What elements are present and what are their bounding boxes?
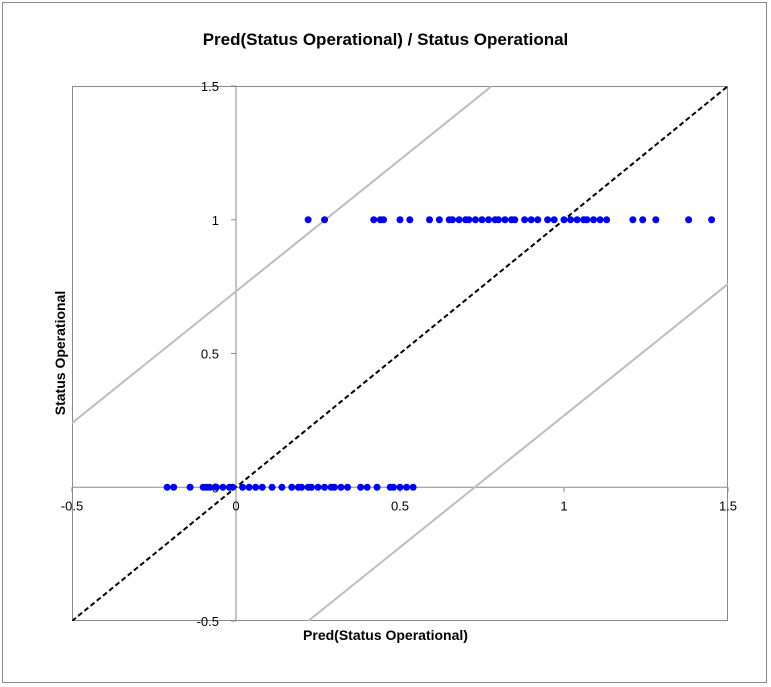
data-point [344, 483, 352, 491]
data-point [304, 216, 312, 224]
data-point [206, 483, 214, 491]
data-point [314, 483, 322, 491]
confidence-band-line [72, 86, 493, 424]
data-point [357, 483, 365, 491]
y-tick-label: 1 [212, 213, 219, 228]
data-point [708, 216, 716, 224]
data-point [685, 216, 693, 224]
data-point [229, 483, 237, 491]
data-point [389, 483, 397, 491]
data-point [629, 216, 637, 224]
identity-line [72, 86, 728, 621]
data-point [485, 216, 493, 224]
data-point [639, 216, 647, 224]
data-point [534, 216, 542, 224]
data-point [252, 483, 260, 491]
data-point [511, 216, 519, 224]
data-point [448, 216, 456, 224]
data-point [239, 483, 247, 491]
data-point [435, 216, 443, 224]
data-point [163, 483, 171, 491]
data-point [583, 216, 591, 224]
data-point [298, 483, 306, 491]
data-point [527, 216, 535, 224]
data-point [521, 216, 529, 224]
x-tick-label: 0 [232, 498, 239, 513]
data-point [403, 483, 411, 491]
data-point [409, 483, 417, 491]
data-point [219, 483, 227, 491]
data-point [455, 216, 463, 224]
confidence-band-line [307, 283, 728, 621]
x-tick-label: 1.5 [719, 498, 737, 513]
chart-title: Pred(Status Operational) / Status Operat… [202, 30, 569, 49]
data-point [426, 216, 434, 224]
data-point [186, 483, 194, 491]
data-point [465, 216, 473, 224]
data-point [170, 483, 178, 491]
y-tick-label: -0.5 [197, 614, 219, 629]
x-tick-label: -0.5 [61, 498, 83, 513]
data-point [245, 483, 253, 491]
data-point [337, 483, 345, 491]
data-point [363, 483, 371, 491]
data-point [501, 216, 509, 224]
data-point [258, 483, 266, 491]
data-point [370, 216, 378, 224]
data-point [321, 216, 329, 224]
data-point [478, 216, 486, 224]
data-point [330, 483, 338, 491]
data-point [652, 216, 660, 224]
data-point [396, 216, 404, 224]
data-point [406, 216, 414, 224]
data-point [212, 483, 220, 491]
x-tick-label: 1 [560, 498, 567, 513]
x-axis-label: Pred(Status Operational) [303, 627, 468, 643]
data-point [396, 483, 404, 491]
data-point [603, 216, 611, 224]
data-point [321, 483, 329, 491]
data-point [573, 216, 581, 224]
data-point [288, 483, 296, 491]
data-point [544, 216, 552, 224]
data-point [550, 216, 558, 224]
data-point [268, 483, 276, 491]
data-point [278, 483, 286, 491]
plot-area [72, 86, 728, 621]
y-tick-label: 0.5 [201, 347, 219, 362]
data-point [380, 216, 388, 224]
data-point [307, 483, 315, 491]
data-point [560, 216, 568, 224]
data-point [373, 483, 381, 491]
data-point [596, 216, 604, 224]
data-point [567, 216, 575, 224]
data-point [494, 216, 502, 224]
x-tick-label: 0.5 [391, 498, 409, 513]
y-tick-label: 1.5 [201, 79, 219, 94]
data-point [590, 216, 598, 224]
data-point [471, 216, 479, 224]
